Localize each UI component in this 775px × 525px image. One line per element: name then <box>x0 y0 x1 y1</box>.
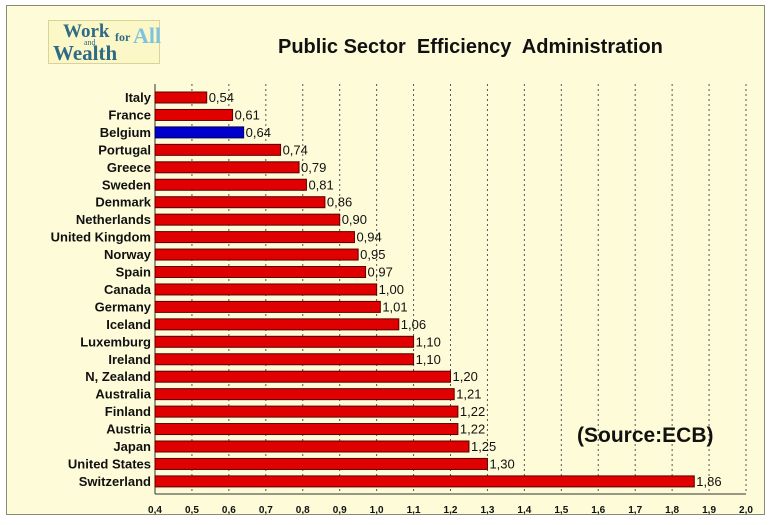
logo-word-for: for <box>115 30 131 44</box>
value-label: 0,74 <box>283 142 308 157</box>
work-and-wealth-logo: Work and Wealth for All <box>48 20 162 65</box>
x-tick-label: 0,7 <box>259 505 273 516</box>
x-tick-label: 1,4 <box>517 505 531 516</box>
bar-belgium <box>154 126 245 139</box>
value-label: 0,86 <box>327 195 352 210</box>
bar-portugal <box>154 143 282 156</box>
category-label: Greece <box>107 160 151 175</box>
value-label: 1,00 <box>379 282 404 297</box>
bar-netherlands <box>154 213 341 226</box>
logo-word-all: All <box>133 23 162 48</box>
x-tick-label: 2,0 <box>739 505 753 516</box>
x-tick-label: 1,0 <box>370 505 384 516</box>
logo-word-work: Work <box>63 21 110 42</box>
bar-sweden <box>154 178 307 191</box>
category-label: Ireland <box>108 352 151 367</box>
category-label: Austria <box>106 422 152 437</box>
bar-france <box>154 108 234 121</box>
x-tick-label: 0,6 <box>222 505 236 516</box>
logo-word-wealth: Wealth <box>53 41 118 65</box>
value-label: 0,79 <box>301 160 326 175</box>
x-tick-label: 1,5 <box>554 505 568 516</box>
x-tick-label: 0,8 <box>296 505 310 516</box>
x-tick-label: 1,8 <box>665 505 679 516</box>
bar-norway <box>154 248 359 261</box>
category-label: France <box>108 107 151 122</box>
category-label: Finland <box>105 404 151 419</box>
x-tick-label: 1,3 <box>480 505 494 516</box>
category-label: Spain <box>116 265 151 280</box>
category-label: Iceland <box>106 317 151 332</box>
value-label: 1,01 <box>382 299 407 314</box>
bar-japan <box>154 440 470 453</box>
value-label: 1,22 <box>460 422 485 437</box>
category-label: N, Zealand <box>85 369 151 384</box>
bar-n-zealand <box>154 370 451 383</box>
x-tick-label: 1,9 <box>702 505 716 516</box>
category-label: Norway <box>104 247 152 262</box>
bar-greece <box>154 161 300 174</box>
value-label: 0,61 <box>235 107 260 122</box>
category-label: Canada <box>104 282 152 297</box>
source-note: (Source:ECB) <box>577 424 714 447</box>
x-tick-label: 1,2 <box>444 505 458 516</box>
bar-ireland <box>154 353 415 366</box>
bar-spain <box>154 266 367 278</box>
bar-united-states <box>154 457 488 470</box>
value-label: 0,95 <box>360 247 385 262</box>
x-tick-label: 0,4 <box>148 505 162 516</box>
x-tick-label: 1,7 <box>628 505 642 516</box>
x-tick-label: 0,5 <box>185 505 199 516</box>
category-label: Sweden <box>102 177 151 192</box>
bar-austria <box>154 423 459 436</box>
bar-italy <box>154 91 208 104</box>
x-axis-ticks: 0,4 0,5 0,6 0,7 0,8 0,9 1,0 1,1 1,2 1,3 1,4 1,5 1,6 1… <box>148 505 753 516</box>
bar-denmark <box>154 196 326 209</box>
category-label: Luxemburg <box>80 334 151 349</box>
x-tick-label: 1,6 <box>591 505 605 516</box>
value-label: 0,97 <box>368 265 393 280</box>
category-label: United States <box>68 456 151 471</box>
value-label: 1,10 <box>416 334 441 349</box>
category-label: Switzerland <box>79 474 151 489</box>
value-label: 0,90 <box>342 212 367 227</box>
value-label: 1,22 <box>460 404 485 419</box>
bar-luxemburg <box>154 335 415 348</box>
value-label: 1,10 <box>416 352 441 367</box>
bar-finland <box>154 405 459 418</box>
bar-germany <box>154 300 381 313</box>
value-label: 1,86 <box>696 474 721 489</box>
value-label: 0,64 <box>246 125 271 140</box>
category-label: United Kingdom <box>51 230 151 245</box>
category-label: Denmark <box>95 195 151 210</box>
value-labels: 0,540,61 0,64 0,74 0,79 0,81 0,86 0,90 0,94 0,95… <box>209 90 722 489</box>
value-label: 1,30 <box>489 456 514 471</box>
x-tick-label: 0,9 <box>333 505 347 516</box>
value-label: 1,20 <box>453 369 478 384</box>
value-label: 1,06 <box>401 317 426 332</box>
category-label: Japan <box>113 439 151 454</box>
category-label: Netherlands <box>76 212 151 227</box>
logo-word-and: and <box>84 38 96 47</box>
value-label: 1,25 <box>471 439 496 454</box>
bar-canada <box>154 283 378 296</box>
chart-title: Public Sector Efficiency Administration <box>278 36 663 58</box>
category-label: Portugal <box>98 142 151 157</box>
bars-group <box>154 91 695 488</box>
bar-australia <box>154 388 455 401</box>
category-labels: Italy France Belgium Portugal Greece Sweden De… <box>51 90 152 489</box>
value-label: 1,21 <box>456 387 481 402</box>
category-label: Italy <box>125 90 152 105</box>
x-tick-label: 1,1 <box>407 505 421 516</box>
value-label: 0,94 <box>356 230 381 245</box>
category-label: Australia <box>95 387 151 402</box>
bar-switzerland <box>154 475 695 488</box>
bar-united-kingdom <box>154 231 355 244</box>
category-label: Germany <box>95 299 152 314</box>
category-label: Belgium <box>100 125 151 140</box>
bar-iceland <box>154 318 400 331</box>
value-label: 0,81 <box>308 177 333 192</box>
value-label: 0,54 <box>209 90 234 105</box>
